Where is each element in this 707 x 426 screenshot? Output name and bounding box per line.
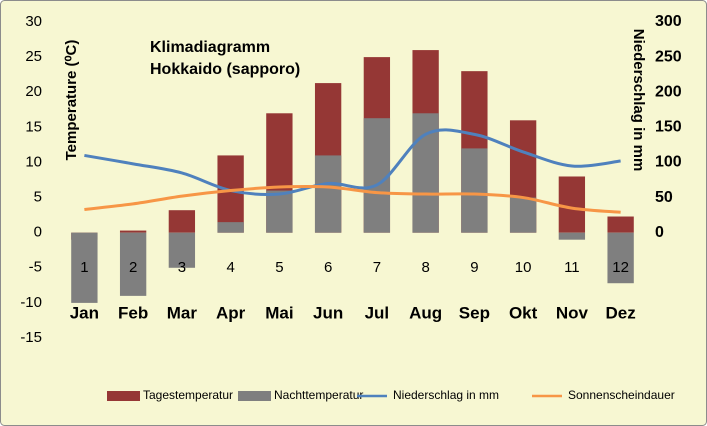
- legend-swatch: [107, 391, 140, 401]
- x-tick-label: Nov: [556, 303, 589, 322]
- line: [84, 184, 621, 214]
- legend-label: Tagestemperatur: [143, 388, 233, 402]
- bar: [607, 216, 634, 233]
- y-tick-label: 25: [25, 48, 42, 65]
- x-tick-label: Feb: [118, 303, 148, 322]
- x-tick-label: Jun: [313, 303, 343, 322]
- bar: [71, 232, 98, 303]
- y-tick-label: 5: [34, 189, 42, 206]
- y-axis-label: Temperature (⁰C): [63, 40, 80, 161]
- category-number: 12: [612, 259, 629, 276]
- y2-tick-label: 100: [655, 154, 682, 171]
- bar: [119, 230, 147, 233]
- bar: [168, 232, 196, 268]
- category-number: 3: [178, 259, 186, 276]
- bar: [607, 232, 634, 284]
- chart-subtitle: Hokkaido (sapporo): [150, 61, 300, 78]
- x-tick-label: Dez: [606, 303, 636, 322]
- x-tick-label: Mai: [265, 303, 293, 322]
- y2-tick-label: 300: [655, 13, 682, 30]
- x-tick-label: Apr: [216, 303, 246, 322]
- bar: [558, 232, 586, 240]
- legend-swatch: [238, 391, 271, 401]
- category-number: 11: [564, 259, 580, 276]
- y2-tick-label: 200: [655, 83, 682, 100]
- category-number: 7: [373, 259, 381, 276]
- category-number: 8: [421, 259, 429, 276]
- y-tick-label: 20: [25, 83, 42, 100]
- y2-tick-label: 150: [655, 119, 682, 136]
- y-tick-label: 10: [25, 153, 42, 170]
- y-tick-label: 15: [25, 118, 42, 135]
- x-tick-label: Mar: [167, 303, 198, 322]
- bar: [266, 190, 293, 233]
- line: [84, 128, 621, 196]
- category-number: 4: [226, 259, 234, 276]
- y-tick-label: -5: [29, 259, 42, 276]
- bar: [461, 148, 488, 233]
- legend-label: Niederschlag in mm: [393, 388, 499, 402]
- y-tick-label: 30: [25, 13, 42, 30]
- x-tick-label: Aug: [409, 303, 442, 322]
- bar: [119, 232, 147, 296]
- y2-tick-label: 0: [655, 224, 664, 241]
- legend-label: Nachttemperatur: [274, 388, 363, 402]
- x-tick-label: Jan: [70, 303, 99, 322]
- category-number: 9: [470, 259, 478, 276]
- bar: [509, 197, 537, 233]
- y-tick-label: -10: [20, 294, 42, 311]
- category-number: 5: [275, 259, 283, 276]
- bar: [363, 118, 391, 233]
- legend-label: Sonnenscheindauer: [568, 388, 675, 402]
- y-tick-label: 0: [34, 224, 42, 241]
- category-number: 6: [324, 259, 332, 276]
- y2-tick-label: 250: [655, 48, 682, 65]
- y-tick-label: -15: [20, 329, 42, 346]
- category-number: 1: [80, 259, 88, 276]
- bar: [217, 222, 244, 233]
- y2-tick-label: 50: [655, 189, 673, 206]
- category-number: 10: [515, 259, 532, 276]
- x-tick-label: Jul: [365, 303, 390, 322]
- x-tick-label: Okt: [509, 303, 538, 322]
- bar: [168, 210, 196, 233]
- x-tick-label: Sep: [459, 303, 490, 322]
- bar: [314, 155, 342, 233]
- chart-title: Klimadiagramm: [150, 39, 270, 56]
- category-number: 2: [129, 259, 137, 276]
- y2-axis-label: Niederschlag in mm: [630, 29, 647, 172]
- bar: [217, 155, 244, 233]
- bar: [558, 176, 586, 233]
